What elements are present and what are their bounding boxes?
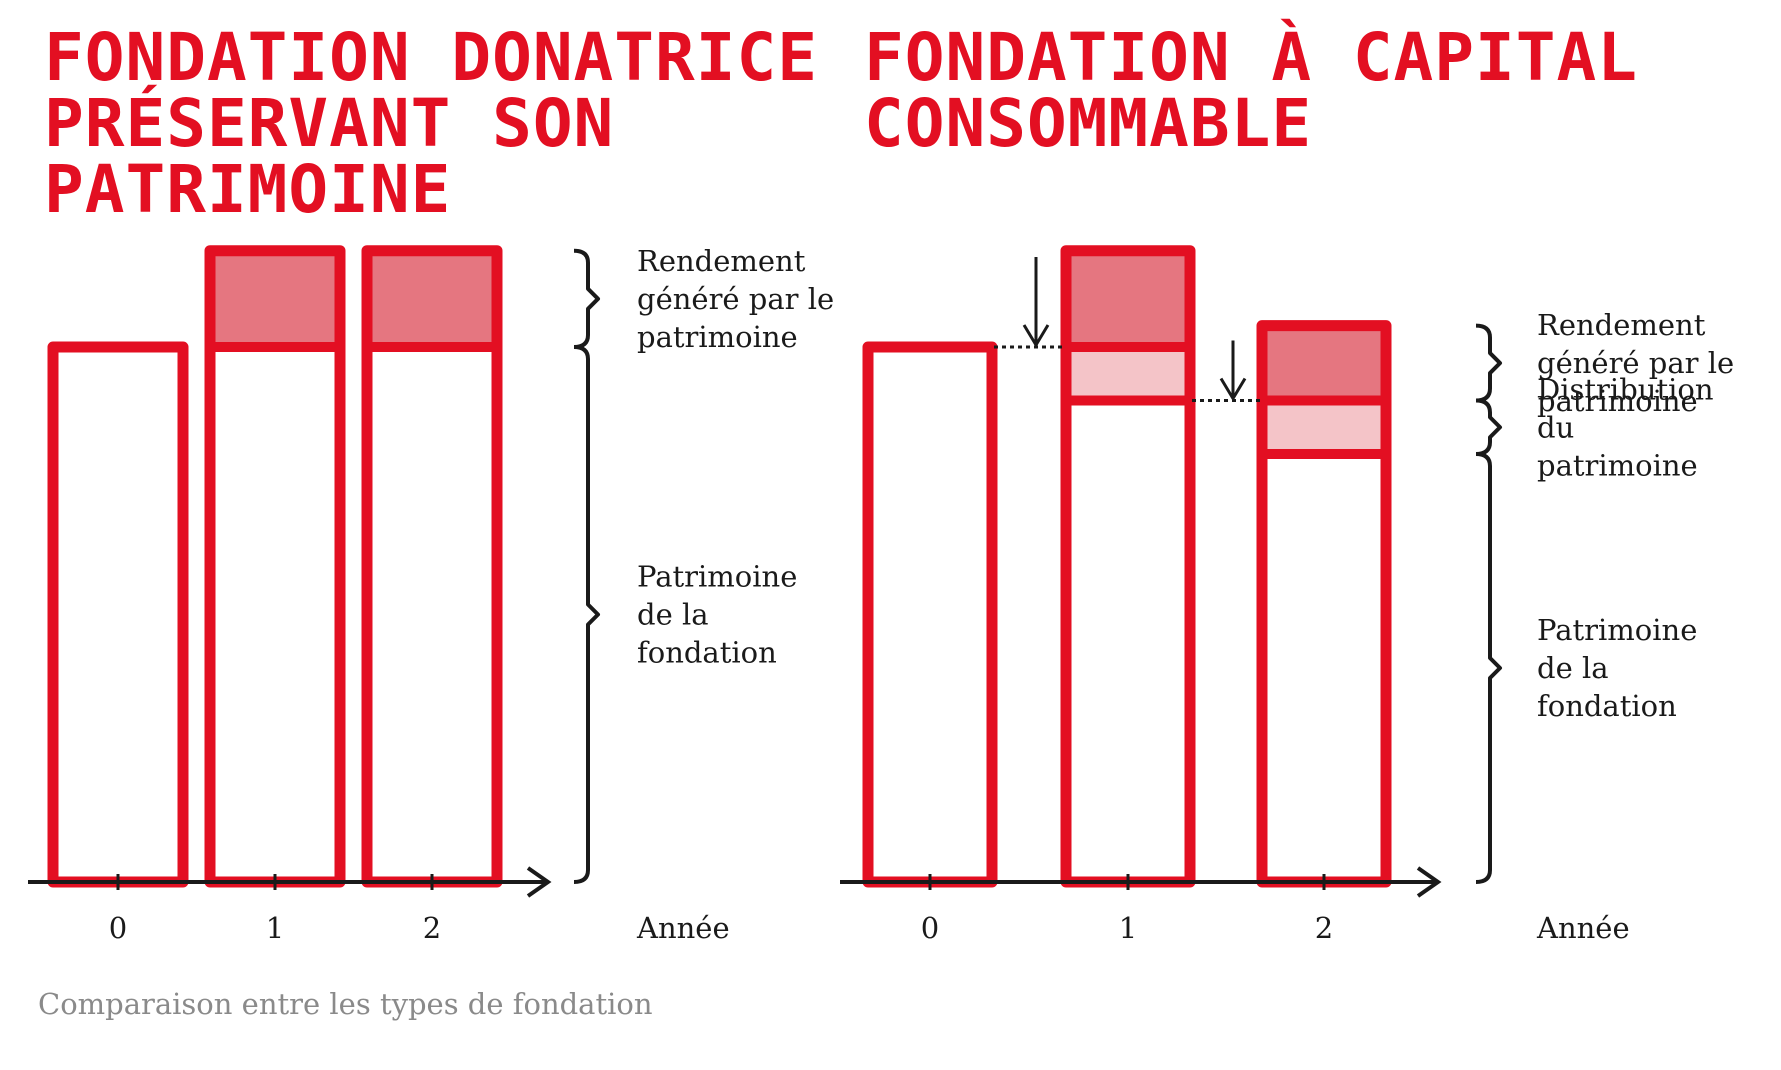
brace xyxy=(1475,452,1502,884)
chart-title-line: PRÉSERVANT SON xyxy=(44,84,614,162)
brace-label-line: patrimoine xyxy=(1537,448,1698,482)
down-arrow-head xyxy=(1219,377,1247,402)
brace xyxy=(573,345,600,884)
brace xyxy=(573,248,600,349)
brace-label-line: généré par le xyxy=(637,282,834,316)
bar-segment xyxy=(1066,250,1190,347)
brace-label-line: du xyxy=(1537,410,1574,444)
x-axis-arrowhead xyxy=(1416,866,1442,898)
brace xyxy=(1475,398,1502,456)
brace-label-line: Rendement xyxy=(637,244,806,278)
bar-segment xyxy=(367,347,497,882)
brace-label-line: Rendement xyxy=(1537,308,1706,342)
bar-segment xyxy=(1262,454,1386,882)
brace-label-line: de la xyxy=(637,598,709,632)
brace-label-line: généré par le xyxy=(1537,346,1734,380)
bar-segment xyxy=(53,347,183,882)
x-axis-arrowhead xyxy=(526,866,552,898)
brace-label-line: patrimoine xyxy=(1537,384,1698,418)
brace-label-line: Patrimoine xyxy=(637,560,797,594)
bar-segment xyxy=(210,250,340,347)
chart-title-line: CONSOMMABLE xyxy=(864,85,1312,162)
x-tick-label: 1 xyxy=(266,911,284,945)
x-tick-label: 1 xyxy=(1119,911,1137,945)
x-tick-label: 2 xyxy=(423,911,441,945)
bar-segment xyxy=(367,250,497,347)
x-tick-label: 0 xyxy=(921,911,939,945)
chart-title-line: FONDATION À CAPITAL xyxy=(864,18,1638,96)
bar-segment xyxy=(1066,347,1190,401)
bar-segment xyxy=(1262,325,1386,401)
x-axis-label: Année xyxy=(636,911,730,945)
brace-label-line: fondation xyxy=(1537,689,1677,723)
figure-caption: Comparaison entre les types de fondation xyxy=(38,987,653,1021)
bar-segment xyxy=(868,347,992,882)
brace-label-line: de la xyxy=(1537,651,1609,685)
x-axis-label: Année xyxy=(1536,911,1630,945)
brace-label-line: Distribution xyxy=(1537,372,1714,406)
chart-title-line: FONDATION DONATRICE xyxy=(44,19,818,96)
x-tick-label: 0 xyxy=(109,911,127,945)
brace-label-line: patrimoine xyxy=(637,320,798,354)
chart-title-line: PATRIMOINE xyxy=(44,151,451,228)
down-arrow-head xyxy=(1022,324,1050,348)
bar-segment xyxy=(1066,400,1190,882)
brace-label-line: Patrimoine xyxy=(1537,613,1697,647)
bar-segment xyxy=(1262,400,1386,454)
bar-segment xyxy=(210,347,340,882)
brace-label-line: fondation xyxy=(637,636,777,670)
brace xyxy=(1475,323,1502,403)
x-tick-label: 2 xyxy=(1315,911,1333,945)
